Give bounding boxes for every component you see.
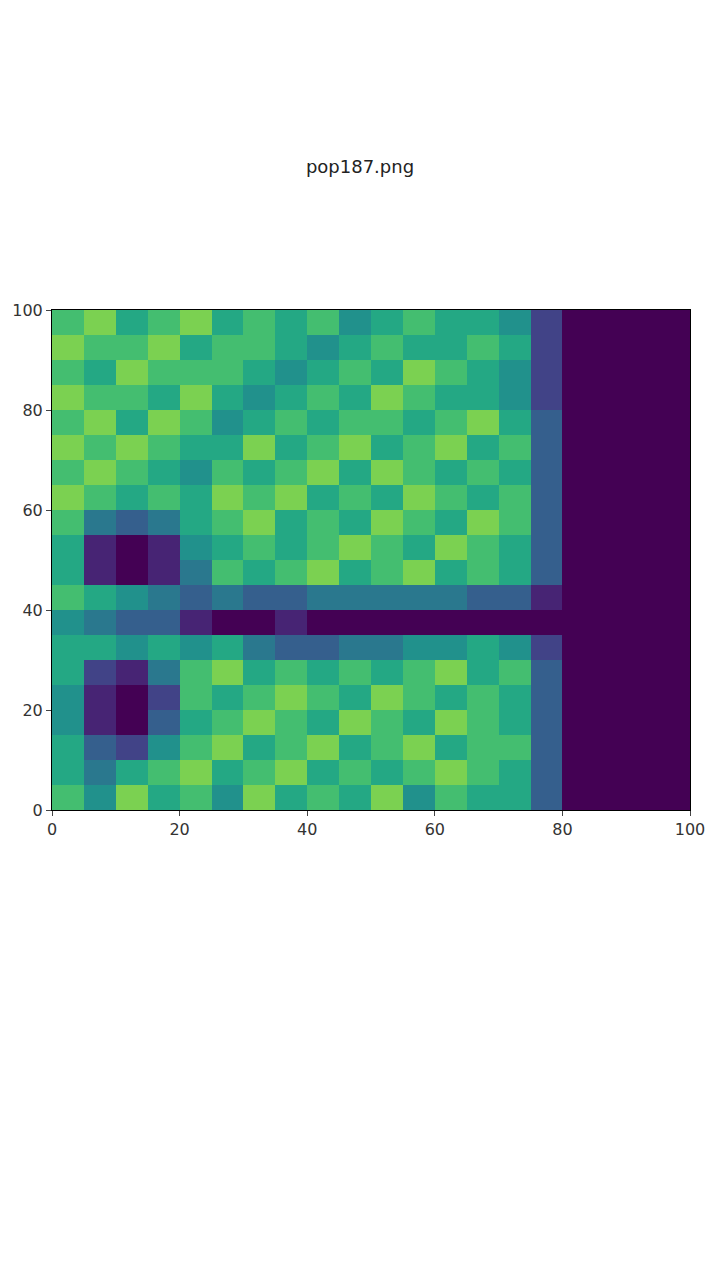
svg-text:60: 60 (22, 501, 42, 520)
svg-text:0: 0 (33, 801, 43, 820)
svg-text:20: 20 (169, 820, 189, 839)
svg-text:40: 40 (297, 820, 317, 839)
svg-text:pop187.png: pop187.png (306, 156, 414, 177)
svg-text:100: 100 (12, 301, 43, 320)
svg-text:80: 80 (22, 401, 42, 420)
svg-text:100: 100 (675, 820, 706, 839)
svg-text:20: 20 (22, 701, 42, 720)
svg-text:0: 0 (47, 820, 57, 839)
svg-text:40: 40 (22, 601, 42, 620)
svg-text:80: 80 (552, 820, 572, 839)
svg-text:60: 60 (425, 820, 445, 839)
